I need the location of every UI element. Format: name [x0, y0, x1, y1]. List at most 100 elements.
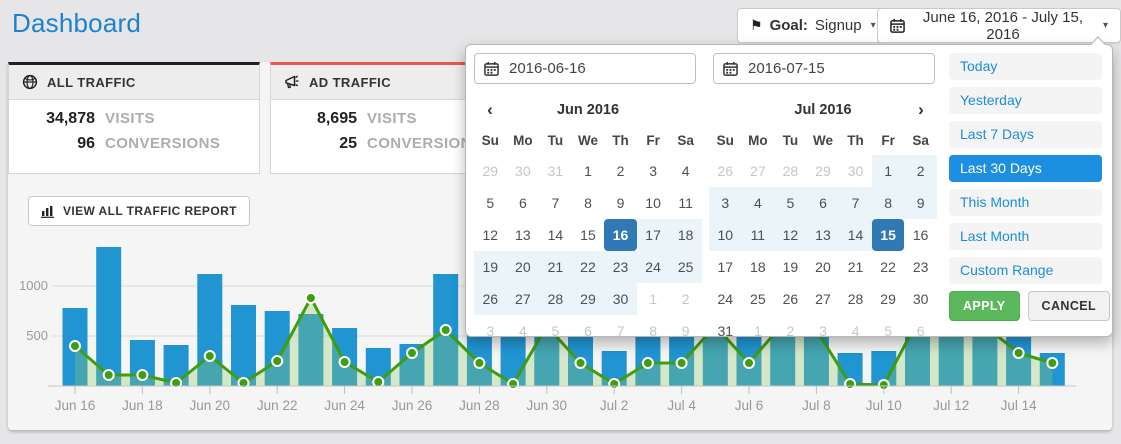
visits-bar[interactable]: [231, 305, 256, 386]
conversions-point[interactable]: [743, 357, 755, 369]
calendar-day[interactable]: 11: [741, 219, 775, 251]
conversions-point[interactable]: [439, 324, 452, 336]
calendar-day[interactable]: 17: [636, 219, 670, 251]
calendar-day[interactable]: 18: [669, 219, 702, 251]
calendar-day[interactable]: 13: [806, 219, 840, 251]
view-all-traffic-report-button[interactable]: VIEW ALL TRAFFIC REPORT: [28, 196, 250, 226]
calendar-day[interactable]: 31: [717, 323, 734, 339]
conversions-point[interactable]: [304, 292, 317, 304]
conversions-point[interactable]: [406, 347, 418, 359]
calendar-day[interactable]: 6: [518, 195, 527, 211]
conversions-point[interactable]: [1012, 347, 1025, 359]
calendar-day[interactable]: 4: [741, 187, 775, 219]
calendar-day[interactable]: 7: [839, 187, 872, 219]
calendar-day[interactable]: 16: [604, 219, 637, 251]
calendar-day[interactable]: 28: [847, 291, 864, 307]
calendar-day[interactable]: 25: [750, 291, 766, 307]
conversions-point[interactable]: [844, 378, 857, 390]
calendar-day[interactable]: 9: [616, 195, 625, 211]
range-option-last-month[interactable]: Last Month: [949, 223, 1102, 250]
calendar-day[interactable]: 10: [709, 219, 742, 251]
calendar-day[interactable]: 21: [539, 251, 572, 283]
range-option-custom-range[interactable]: Custom Range: [949, 257, 1102, 284]
calendar-day[interactable]: 22: [880, 259, 896, 275]
conversions-point[interactable]: [69, 340, 81, 352]
calendar-day[interactable]: 23: [912, 259, 929, 275]
calendar-day[interactable]: 1: [871, 155, 905, 187]
calendar-day[interactable]: 24: [636, 251, 670, 283]
range-option-yesterday[interactable]: Yesterday: [949, 87, 1102, 114]
calendar-day[interactable]: 12: [774, 219, 807, 251]
conversions-point[interactable]: [574, 357, 587, 369]
conversions-point[interactable]: [203, 350, 216, 362]
range-option-this-month[interactable]: This Month: [949, 189, 1102, 216]
date-range-button[interactable]: June 16, 2016 - July 15, 2016 ▾: [877, 8, 1121, 43]
apply-button[interactable]: APPLY: [949, 291, 1020, 321]
calendar-day[interactable]: 16: [912, 227, 929, 243]
conversions-point[interactable]: [473, 357, 486, 369]
conversions-point[interactable]: [136, 369, 149, 381]
calendar-day[interactable]: 12: [482, 227, 499, 243]
calendar-day[interactable]: 14: [839, 219, 872, 251]
calendar-day[interactable]: 3: [649, 163, 657, 179]
calendar-day[interactable]: 2: [904, 155, 937, 187]
calendar-day[interactable]: 15: [871, 219, 905, 251]
calendar-day[interactable]: 5: [774, 187, 807, 219]
visits-bar[interactable]: [197, 274, 223, 386]
range-option-last-7-days[interactable]: Last 7 Days: [949, 121, 1102, 148]
calendar-day[interactable]: 20: [506, 251, 540, 283]
calendar-day[interactable]: 8: [871, 187, 905, 219]
prev-month-icon[interactable]: ‹: [487, 100, 493, 119]
calendar-day[interactable]: 26: [474, 283, 507, 315]
conversions-point[interactable]: [507, 378, 520, 390]
range-option-last-30-days[interactable]: Last 30 Days: [949, 155, 1102, 182]
calendar-day[interactable]: 18: [750, 259, 766, 275]
range-option-today[interactable]: Today: [949, 53, 1102, 80]
calendar-day[interactable]: 27: [506, 283, 540, 315]
calendar-day[interactable]: 22: [571, 251, 605, 283]
calendar-day[interactable]: 20: [815, 259, 831, 275]
calendar-day[interactable]: 23: [604, 251, 637, 283]
calendar-day[interactable]: 15: [580, 227, 596, 243]
calendar-day[interactable]: 19: [782, 259, 799, 275]
conversions-point[interactable]: [641, 357, 654, 369]
start-date-input[interactable]: [474, 53, 696, 84]
calendar-day[interactable]: 26: [782, 291, 799, 307]
calendar-day[interactable]: 7: [551, 195, 560, 211]
calendar-day[interactable]: 8: [584, 195, 592, 211]
calendar-day[interactable]: 6: [806, 187, 840, 219]
conversions-point[interactable]: [271, 355, 284, 367]
calendar-day[interactable]: 30: [604, 283, 637, 315]
calendar-day[interactable]: 5: [486, 195, 495, 211]
calendar-day[interactable]: 14: [547, 227, 564, 243]
conversions-point[interactable]: [372, 376, 385, 388]
calendar-day[interactable]: 3: [709, 187, 742, 219]
calendar-day[interactable]: 9: [904, 187, 937, 219]
conversions-point[interactable]: [1046, 357, 1059, 369]
calendar-day[interactable]: 28: [539, 283, 572, 315]
visits-bar[interactable]: [298, 314, 324, 386]
calendar-day[interactable]: 25: [669, 251, 702, 283]
calendar-day[interactable]: 10: [645, 195, 661, 211]
calendar-day[interactable]: 30: [912, 291, 929, 307]
end-date-field[interactable]: [746, 59, 925, 78]
calendar-day[interactable]: 29: [880, 291, 896, 307]
calendar-day[interactable]: 29: [571, 283, 605, 315]
next-month-icon[interactable]: ›: [918, 100, 924, 119]
end-date-input[interactable]: [713, 53, 935, 84]
cancel-button[interactable]: CANCEL: [1027, 291, 1111, 321]
calendar-day[interactable]: 21: [847, 259, 864, 275]
calendar-day[interactable]: 19: [474, 251, 507, 283]
calendar-day[interactable]: 1: [584, 163, 592, 179]
conversions-point[interactable]: [102, 369, 115, 381]
calendar-day[interactable]: 4: [681, 163, 690, 179]
calendar-day[interactable]: 13: [515, 227, 531, 243]
conversions-point[interactable]: [675, 357, 688, 369]
goal-selector-button[interactable]: ⚑ Goal: Signup ▾: [737, 8, 889, 43]
conversions-point[interactable]: [338, 356, 351, 368]
calendar-day[interactable]: 17: [717, 259, 734, 275]
calendar-day[interactable]: 24: [717, 291, 734, 307]
calendar-day[interactable]: 11: [678, 195, 693, 211]
start-date-field[interactable]: [507, 59, 686, 78]
calendar-day[interactable]: 2: [616, 163, 625, 179]
